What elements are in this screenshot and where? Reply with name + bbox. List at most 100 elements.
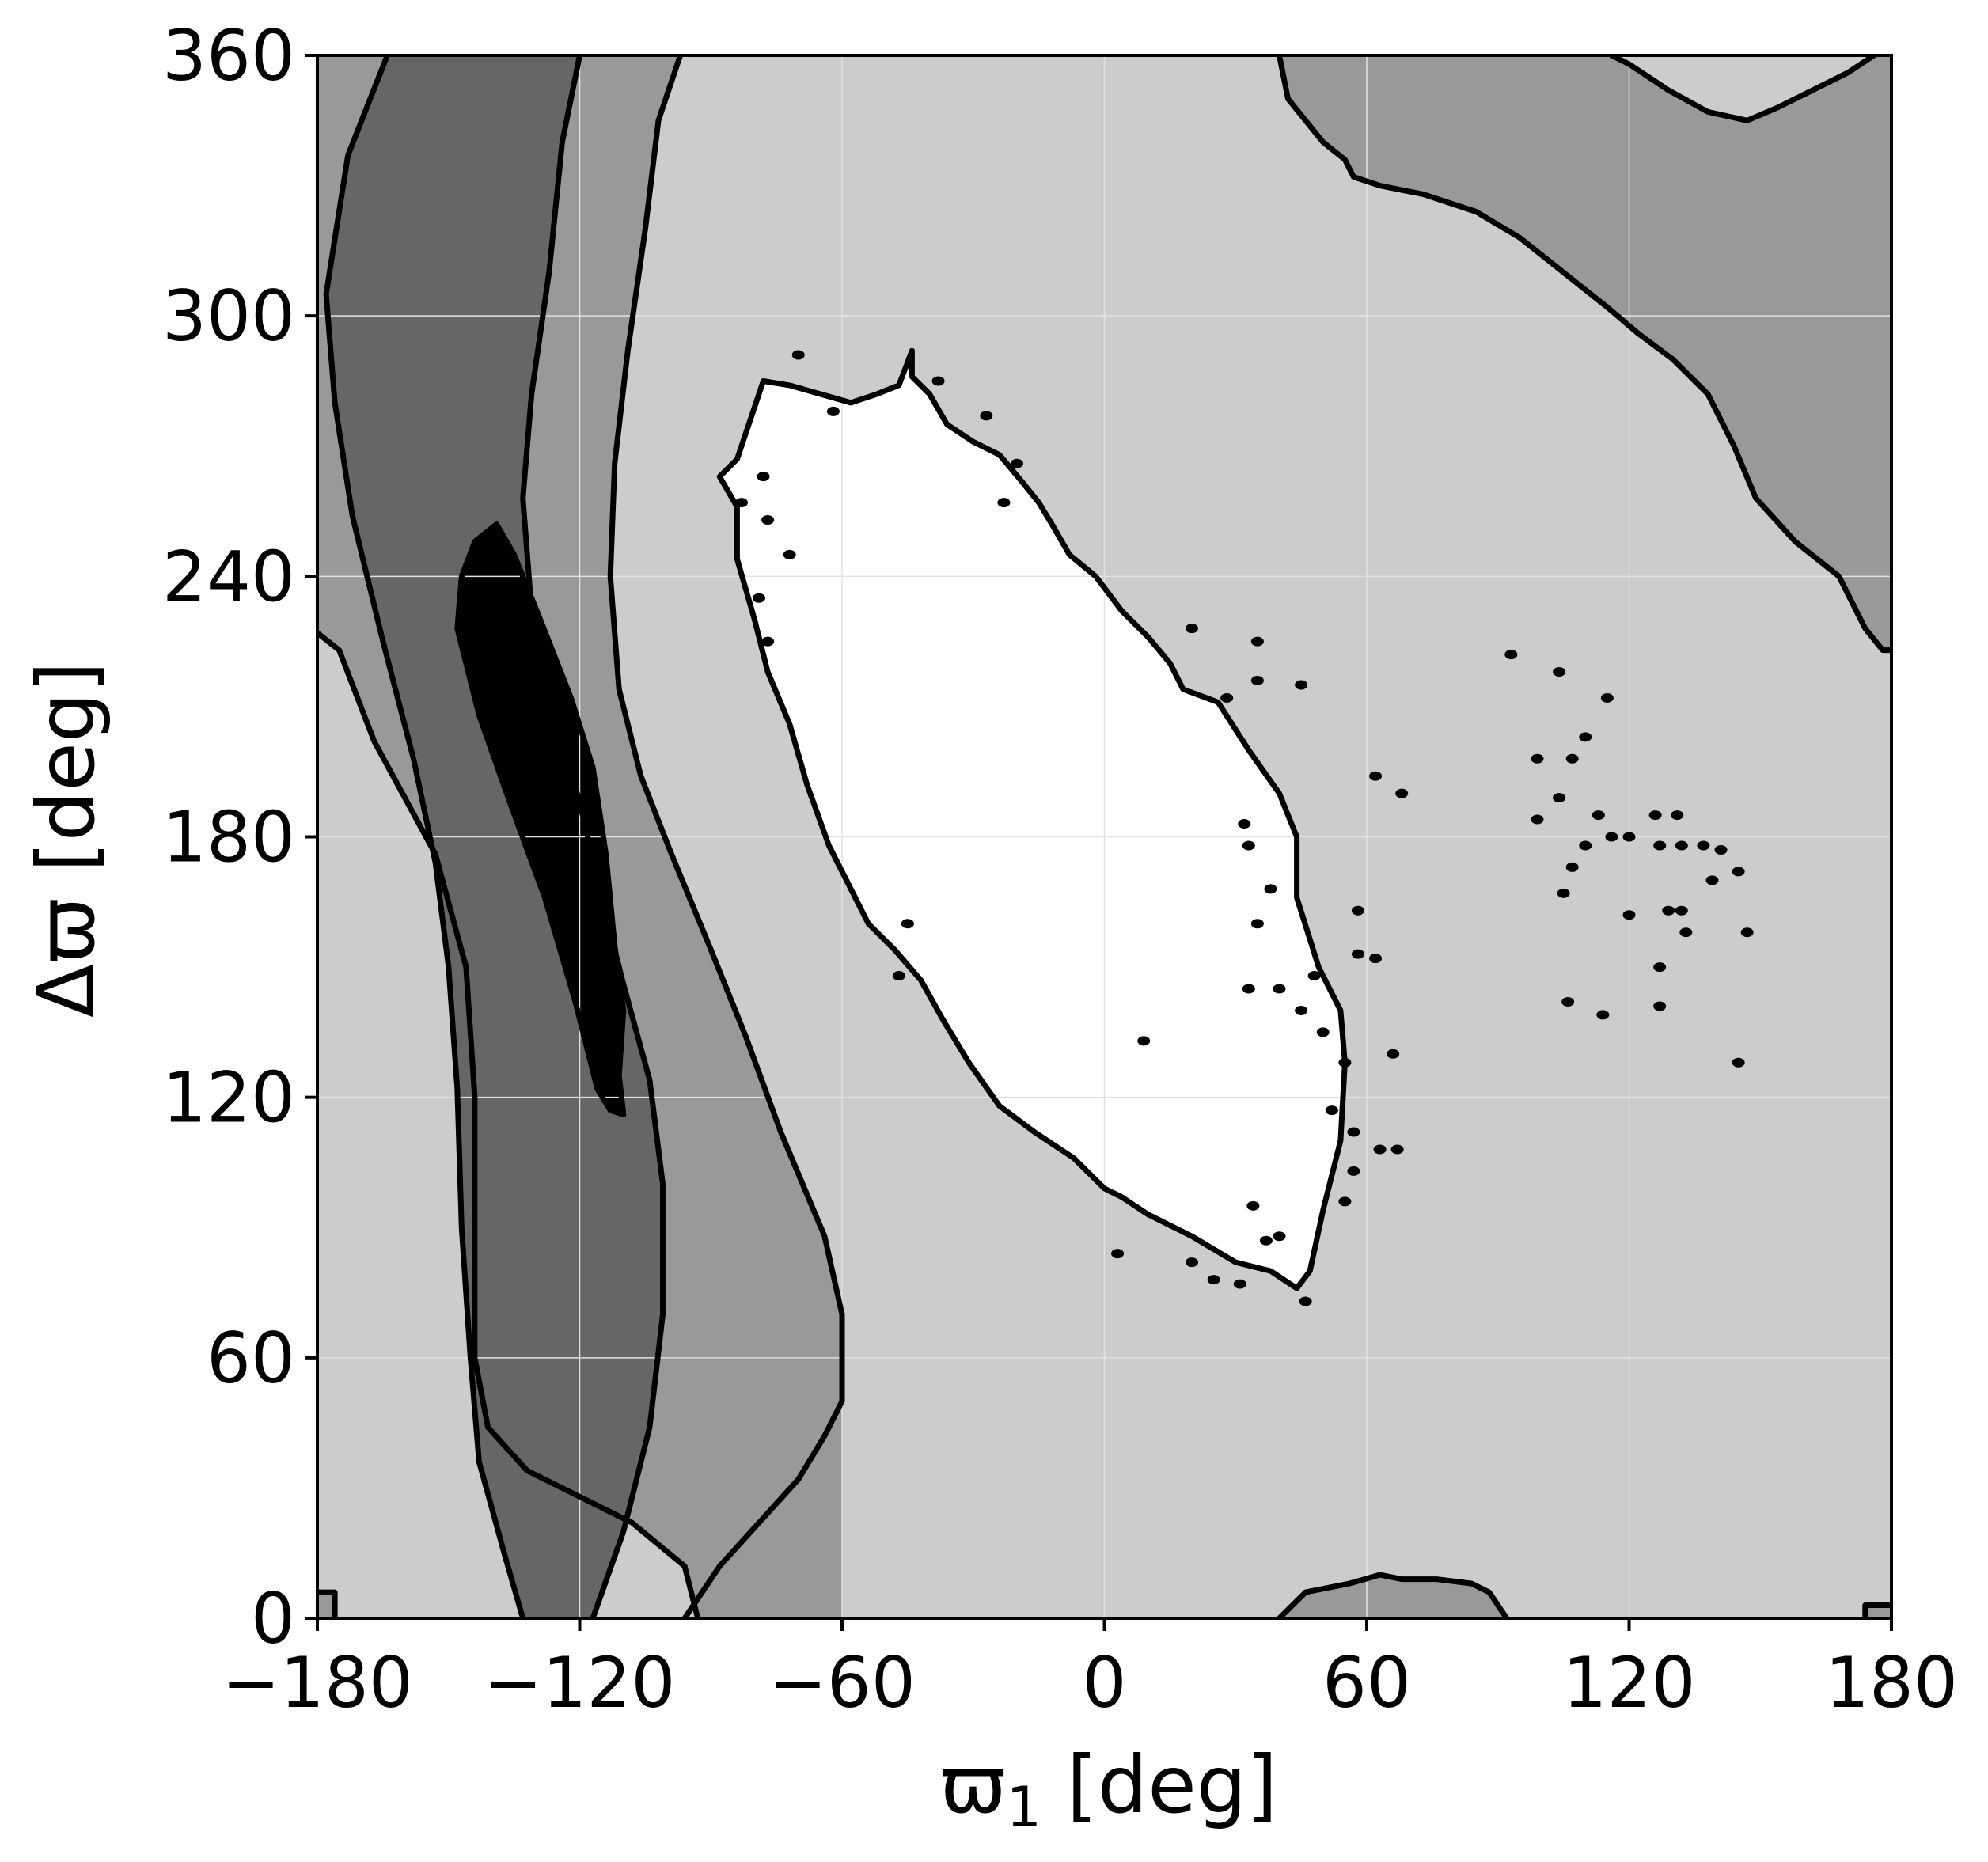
island-marker	[1238, 819, 1251, 829]
island-marker	[1325, 1105, 1338, 1116]
island-marker	[1531, 753, 1544, 764]
island-marker	[1705, 875, 1719, 885]
contour-line	[716, 347, 1348, 1291]
y-tick-label: 360	[162, 15, 295, 97]
contour-line	[1277, 55, 1891, 654]
island-marker	[1671, 810, 1684, 821]
island-marker	[1395, 788, 1409, 798]
island-marker	[1186, 1257, 1198, 1268]
island-marker	[1373, 1144, 1387, 1155]
island-marker	[1186, 624, 1198, 634]
contour-line	[1277, 1572, 1510, 1618]
island-marker	[1653, 962, 1667, 973]
x-axis-label: ϖ1 [deg]	[940, 1739, 1278, 1840]
island-marker	[1596, 1010, 1610, 1020]
island-marker	[1553, 667, 1566, 677]
x-tick-label: 120	[1563, 1642, 1696, 1724]
island-marker	[1299, 1296, 1312, 1306]
island-marker	[1740, 927, 1754, 938]
island-marker	[1295, 680, 1308, 690]
island-marker	[1233, 1279, 1246, 1289]
island-marker	[1732, 1057, 1745, 1068]
island-marker	[1553, 793, 1566, 803]
y-tick-label: 120	[162, 1057, 295, 1139]
island-marker	[1250, 919, 1264, 929]
small-islands	[734, 350, 1754, 1306]
island-marker	[1557, 888, 1570, 898]
x-tick-label: 0	[1083, 1642, 1127, 1724]
island-marker	[761, 636, 775, 647]
y-tick-label: 240	[162, 536, 295, 617]
island-marker	[1338, 1057, 1352, 1068]
island-marker	[1662, 905, 1675, 916]
region-top-right-band	[1279, 55, 1891, 650]
island-marker	[761, 515, 775, 525]
island-marker	[1307, 971, 1321, 981]
island-marker	[1679, 927, 1693, 938]
contour-line	[317, 630, 701, 1618]
x-tick-label: −120	[484, 1642, 676, 1724]
x-tick-label: −180	[222, 1642, 413, 1724]
y-tick-label: 180	[162, 797, 295, 878]
island-marker	[1137, 1036, 1151, 1046]
island-marker	[1273, 984, 1286, 994]
island-marker	[1207, 1275, 1220, 1285]
island-marker	[1531, 814, 1544, 825]
region-bottom-right-corner	[1865, 1605, 1891, 1618]
x-tick-label: 180	[1825, 1642, 1958, 1724]
contour-line	[317, 1589, 338, 1618]
island-marker	[1579, 840, 1592, 851]
y-axis-label: Δϖ [deg]	[20, 662, 112, 1018]
y-tick-label: 60	[207, 1318, 295, 1399]
x-tick-label: 60	[1322, 1642, 1411, 1724]
y-tick-label: 300	[162, 275, 295, 357]
island-marker	[1565, 753, 1579, 764]
island-marker	[1592, 810, 1605, 821]
island-marker	[1273, 1231, 1286, 1242]
island-marker	[1653, 840, 1667, 851]
island-marker	[1295, 1005, 1308, 1015]
island-marker	[1675, 905, 1688, 916]
contour-line	[454, 521, 627, 1118]
x-axis-label-unit: [deg]	[1041, 1739, 1277, 1831]
contour-line	[607, 55, 845, 1618]
contour-lines	[317, 55, 1891, 1618]
island-marker	[734, 498, 748, 508]
island-marker	[1264, 884, 1277, 894]
island-marker	[1387, 1049, 1400, 1059]
island-marker	[1600, 692, 1614, 703]
island-marker	[901, 919, 914, 929]
island-marker	[1369, 954, 1383, 964]
x-tick-label: −60	[768, 1642, 916, 1724]
island-marker	[1675, 840, 1688, 851]
island-marker	[1242, 984, 1255, 994]
island-marker	[1316, 1027, 1330, 1037]
island-marker	[1347, 1127, 1360, 1137]
contour-line	[323, 55, 526, 1618]
island-marker	[1504, 650, 1518, 660]
island-marker	[1011, 458, 1023, 468]
region-left-core	[457, 524, 624, 1115]
island-marker	[1714, 844, 1728, 855]
island-marker	[931, 376, 945, 386]
island-marker	[980, 411, 993, 421]
island-marker	[1622, 832, 1636, 842]
plot-area	[317, 55, 1891, 1618]
island-marker	[826, 406, 840, 416]
island-marker	[1351, 905, 1364, 916]
island-marker	[1622, 910, 1636, 920]
island-marker	[1246, 1200, 1260, 1211]
island-marker	[1565, 862, 1579, 872]
island-marker	[1648, 810, 1662, 821]
contour-line	[1862, 1602, 1891, 1618]
island-marker	[1347, 1166, 1360, 1176]
island-marker	[1220, 692, 1234, 703]
island-marker	[791, 350, 805, 360]
contour-line	[520, 55, 666, 1618]
island-marker	[1111, 1249, 1125, 1259]
island-marker	[997, 498, 1011, 508]
contour-line	[1608, 55, 1877, 123]
region-bottom-center-band	[1279, 1575, 1507, 1618]
